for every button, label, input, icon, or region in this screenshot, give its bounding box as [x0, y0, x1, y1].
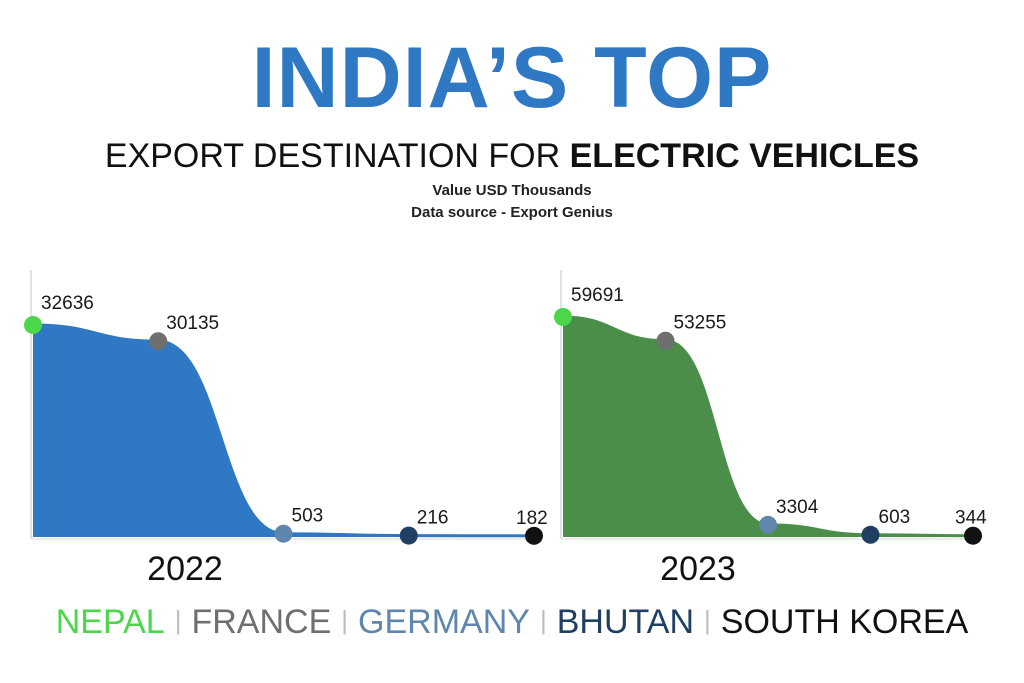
data-point	[656, 331, 675, 350]
legend-item: NEPAL	[55, 603, 165, 641]
series-area	[563, 317, 973, 537]
legend-item: GERMANY	[358, 603, 530, 641]
legend: NEPAL | FRANCE | GERMANY | BHUTAN | SOUTH KOREA	[0, 600, 1024, 646]
data-point	[861, 525, 880, 544]
chart-title: INDIA’S TOP	[251, 30, 773, 126]
subtitle-plain: EXPORT DESTINATION FOR	[104, 137, 570, 175]
data-label: 216	[417, 508, 449, 529]
chart-2023: 59691 53255 3304 603 344 2023	[554, 270, 987, 588]
legend-separator: |	[341, 605, 349, 635]
data-point	[525, 526, 543, 545]
legend-separator: |	[174, 605, 182, 635]
legend-separator: |	[539, 605, 547, 635]
chart-subtitle: EXPORT DESTINATION FOR ELECTRIC VEHICLES	[0, 134, 1024, 178]
legend-item: SOUTH KOREA	[720, 603, 969, 641]
data-label: 503	[292, 506, 324, 527]
series-line	[562, 315, 974, 538]
data-point	[399, 526, 418, 545]
chart-2022: 32636 30135 503 216 182 2022	[24, 270, 548, 588]
data-label: 32636	[41, 293, 94, 314]
subtitle-bold: ELECTRIC VEHICLES	[569, 137, 920, 175]
data-label: 30135	[166, 313, 219, 334]
data-label: 182	[516, 508, 548, 529]
series-area	[33, 325, 534, 537]
x-axis-label: 2022	[147, 550, 223, 588]
data-label: 59691	[571, 285, 624, 306]
data-point	[274, 524, 293, 543]
charts-canvas: 32636 30135 503 216 182 2022 59691 53255 3304 603…	[24, 270, 987, 588]
legend-separator: |	[704, 605, 711, 635]
legend-item: FRANCE	[191, 603, 332, 641]
data-label: 603	[879, 507, 911, 528]
data-label: 3304	[776, 497, 819, 518]
source-note: Data source - Export Genius	[411, 204, 613, 221]
data-label: 344	[955, 508, 987, 529]
data-point	[554, 308, 572, 326]
series-line	[32, 323, 535, 538]
data-point	[759, 515, 777, 534]
legend-item: BHUTAN	[556, 603, 694, 641]
data-point	[24, 316, 42, 334]
data-point	[149, 332, 168, 351]
x-axis-label: 2023	[660, 550, 736, 588]
data-label: 53255	[674, 313, 727, 334]
data-point	[964, 526, 982, 545]
units-note: Value USD Thousands	[432, 182, 592, 199]
